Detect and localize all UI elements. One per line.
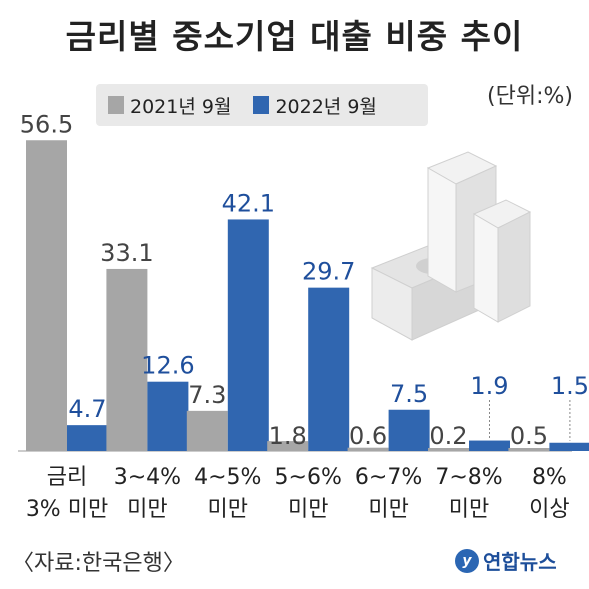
value-label-2022-6: 1.5 (551, 372, 589, 400)
yonhap-logo-icon: y (455, 548, 479, 573)
bar-2022-5 (469, 440, 510, 451)
value-label-2022-0: 4.7 (68, 395, 106, 423)
bar-2022-2 (227, 219, 269, 451)
category-label-1-0: 3~4% (114, 465, 181, 490)
bar-2021-0 (26, 140, 67, 451)
bar-2022-6 (549, 442, 589, 451)
bar-2022-1 (147, 381, 189, 451)
category-label-0-0: 금리 (47, 465, 87, 490)
category-label-3-1: 미만 (288, 497, 328, 522)
category-label-2-0: 4~5% (194, 465, 261, 490)
category-label-4-1: 미만 (368, 497, 408, 522)
value-label-2021-6: 0.5 (510, 422, 548, 450)
value-label-2022-1: 12.6 (141, 352, 194, 380)
value-label-2021-2: 7.3 (188, 381, 226, 409)
legend-label-2022: 2022년 9월 (275, 95, 377, 118)
legend-swatch-2021 (108, 96, 124, 114)
bar-2021-1 (106, 268, 148, 451)
value-label-2022-4: 7.5 (390, 380, 428, 408)
chart-title: 금리별 중소기업 대출 비중 추이 (65, 17, 524, 56)
category-label-5-1: 미만 (449, 497, 489, 522)
legend-item-2022: 2022년 9월 (253, 92, 377, 119)
category-label-6-1: 이상 (529, 497, 569, 522)
category-label-2-1: 미만 (208, 497, 248, 522)
bar-2021-6 (508, 448, 550, 451)
legend-label-2021: 2021년 9월 (130, 95, 232, 118)
bar-2022-0 (67, 425, 108, 451)
value-label-2021-4: 0.6 (349, 422, 387, 450)
value-label-2021-0: 56.5 (20, 110, 73, 138)
unit-label: (단위:%) (487, 84, 573, 109)
bar-2021-3 (267, 441, 309, 451)
logo-text: 연합뉴스 (483, 550, 557, 574)
value-label-2021-5: 0.2 (429, 422, 467, 450)
category-label-3-0: 5~6% (275, 465, 342, 490)
category-label-0-1: 3% 미만 (26, 497, 108, 522)
legend: 2021년 9월 2022년 9월 (96, 84, 428, 126)
bar-2021-2 (186, 410, 228, 451)
legend-swatch-2022 (253, 96, 270, 114)
category-label-1-1: 미만 (127, 497, 167, 522)
value-label-2021-3: 1.8 (269, 422, 307, 450)
value-label-2022-3: 29.7 (302, 258, 355, 286)
legend-item-2021: 2021년 9월 (108, 92, 231, 119)
value-label-2022-5: 1.9 (470, 372, 508, 400)
bar-2022-3 (308, 287, 350, 451)
value-label-2021-1: 33.1 (100, 239, 153, 267)
category-label-4-0: 6~7% (355, 465, 422, 490)
building-illustration (370, 151, 532, 341)
category-label-5-0: 7~8% (435, 465, 502, 490)
source-note: 〈자료:한국은행〉 (12, 551, 185, 576)
bar-2022-4 (388, 409, 430, 451)
bar-2021-5 (428, 448, 469, 451)
category-label-6-0: 8% (532, 465, 567, 490)
logo: y 연합뉴스 (455, 546, 557, 575)
value-label-2022-2: 42.1 (222, 189, 275, 217)
bar-2021-4 (347, 447, 389, 451)
